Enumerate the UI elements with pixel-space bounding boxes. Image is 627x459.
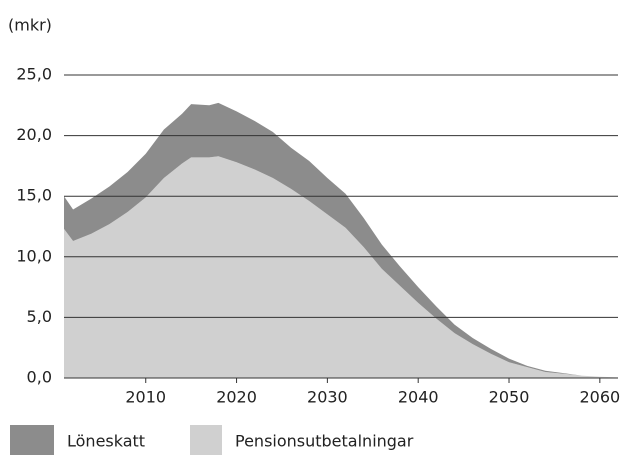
y-axis-label: (mkr) [8, 16, 52, 35]
area [64, 156, 618, 378]
legend-swatch [190, 425, 222, 455]
y-tick-label: 10,0 [16, 246, 52, 265]
y-tick-label: 20,0 [16, 125, 52, 144]
x-tick-label: 2030 [307, 388, 348, 407]
x-tick-label: 2060 [579, 388, 620, 407]
x-tick-label: 2040 [398, 388, 439, 407]
y-tick-label: 0,0 [27, 368, 52, 387]
y-tick-label: 5,0 [27, 307, 52, 326]
y-tick-label: 15,0 [16, 186, 52, 205]
legend-label: Pensionsutbetalningar [235, 432, 414, 451]
x-tick-label: 2010 [125, 388, 166, 407]
y-tick-label: 25,0 [16, 65, 52, 84]
legend-swatch [10, 425, 54, 455]
x-tick-label: 2050 [489, 388, 530, 407]
legend-label: Löneskatt [67, 432, 145, 451]
x-tick-label: 2020 [216, 388, 257, 407]
